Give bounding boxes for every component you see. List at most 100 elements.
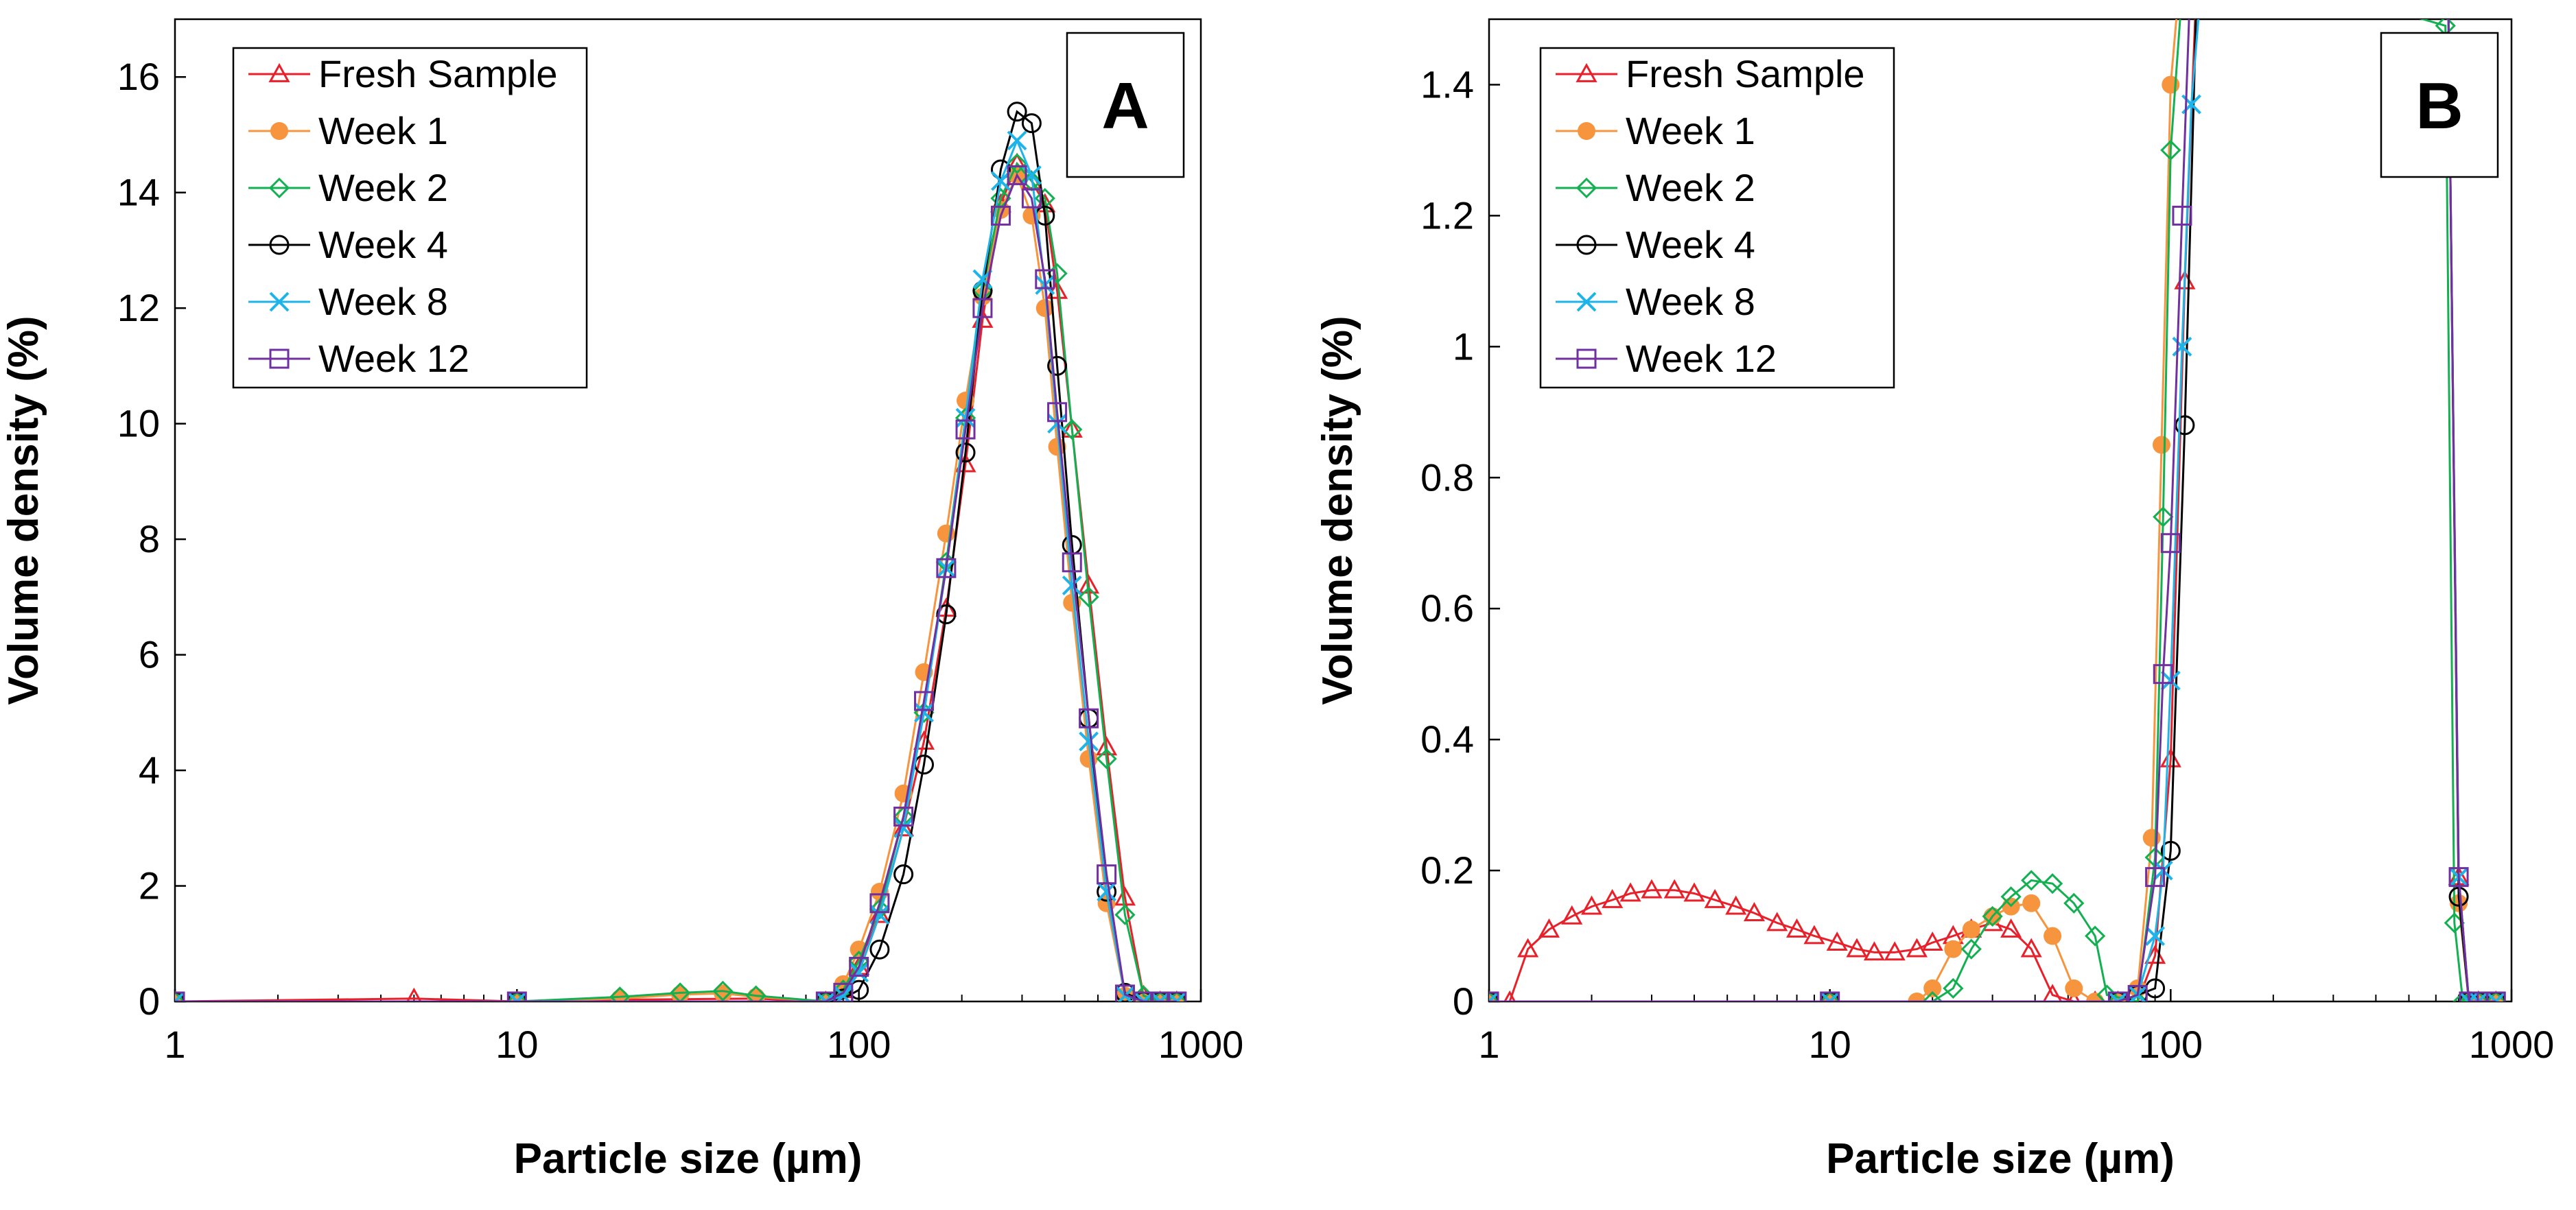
plot-area [1489, 19, 2507, 1001]
y-tick-label: 16 [117, 55, 160, 98]
data-point-week-2 [1982, 905, 2003, 927]
data-point-week-12 [2145, 867, 2166, 888]
data-point-week-4 [869, 939, 890, 960]
x-tick-label: 1000 [2469, 1023, 2555, 1066]
y-tick-label: 0.8 [1420, 455, 1474, 499]
data-point-fresh-sample [1538, 918, 1560, 938]
data-point-week-12 [2153, 664, 2173, 685]
data-point-week-2 [2063, 892, 2085, 914]
data-point-week-2 [1922, 990, 1943, 1001]
data-point-week-8 [1134, 991, 1154, 1001]
data-point-week-2 [1149, 990, 1171, 1001]
y-tick-label: 0.2 [1420, 849, 1474, 892]
data-point-week-4 [2160, 840, 2181, 861]
legend-marker-week-4 [269, 235, 290, 255]
data-point-week-12 [1007, 165, 1027, 185]
data-point-week-1 [1944, 940, 1963, 958]
x-tick-label: 1 [1478, 1023, 1499, 1066]
data-point-week-12 [2127, 984, 2148, 1001]
data-point-week-1 [1923, 979, 1942, 997]
data-point-week-8 [175, 991, 185, 1001]
data-point-fresh-sample [1602, 888, 1624, 908]
data-point-week-2 [2085, 925, 2106, 947]
data-point-week-1 [2162, 75, 2180, 94]
legend: Fresh Sample Week 1 Week 2 Week 4 Week 8 Week… [1539, 47, 1895, 389]
legend-marker-week-12 [269, 348, 290, 369]
y-tick-label: 1.2 [1420, 193, 1474, 237]
data-point-week-8 [2459, 991, 2479, 1001]
y-tick-label: 6 [139, 633, 160, 676]
data-point-fresh-sample [1641, 879, 1663, 899]
legend-label-week-1: Week 1 [318, 109, 448, 152]
data-point-week-12 [2160, 533, 2181, 554]
y-tick-label: 0 [139, 980, 160, 1023]
data-point-week-12 [833, 982, 854, 1001]
y-tick-label: 8 [139, 517, 160, 560]
data-point-week-12 [506, 991, 527, 1001]
y-tick-label: 14 [117, 171, 160, 214]
data-point-week-2 [2041, 873, 2063, 894]
legend-label-week-8: Week 8 [318, 280, 448, 323]
legend: Fresh Sample Week 1 Week 2 Week 4 Week 8 Week… [232, 47, 588, 389]
data-point-week-12 [2448, 867, 2469, 888]
legend-label-week-4: Week 4 [1626, 223, 1755, 266]
data-point-week-8 [506, 991, 527, 1001]
data-point-week-8 [1062, 576, 1082, 595]
data-point-week-1 [2152, 436, 2170, 454]
data-point-week-8 [991, 171, 1011, 191]
data-point-week-8 [1047, 414, 1068, 434]
data-point-week-8 [1167, 991, 1187, 1001]
data-point-fresh-sample [2159, 748, 2181, 768]
data-point-week-2 [1006, 153, 1028, 174]
data-point-week-2 [2153, 506, 2174, 527]
data-point-fresh-sample [1561, 905, 1583, 925]
panel-letter-box [1066, 32, 1185, 178]
legend-marker-week-8 [1576, 292, 1597, 312]
y-tick-label: 12 [117, 286, 160, 329]
legend-marker-week-12 [1576, 348, 1597, 369]
data-point-fresh-sample [2042, 984, 2063, 1001]
y-tick-label: 1 [1453, 324, 1474, 368]
data-point-fresh-sample [1663, 879, 1685, 899]
data-point-fresh-sample [1921, 931, 1943, 951]
data-point-week-12 [2172, 205, 2192, 226]
data-point-week-2 [1062, 418, 1083, 440]
data-point-week-2 [2000, 886, 2022, 908]
data-point-week-8 [893, 818, 914, 838]
legend-box [1539, 47, 1895, 389]
data-point-week-2 [2021, 870, 2042, 891]
data-point-fresh-sample [1046, 279, 1068, 299]
data-point-fresh-sample [1704, 888, 1726, 908]
data-point-week-12 [1021, 188, 1042, 209]
data-point-week-4 [2175, 415, 2195, 436]
data-point-week-12 [972, 298, 993, 318]
data-point-week-8 [1007, 130, 1027, 151]
legend-marker-week-2 [1576, 177, 1597, 199]
data-point-fresh-sample [1846, 938, 1868, 958]
plot-area [175, 102, 1187, 1001]
data-point-week-2 [669, 982, 691, 1001]
y-tick-label: 2 [139, 864, 160, 908]
x-tick-label: 1000 [1158, 1023, 1244, 1066]
data-point-week-1 [1908, 993, 1926, 1001]
data-point-week-4 [955, 442, 976, 463]
data-point-week-1 [2142, 829, 2161, 847]
data-point-week-1 [1035, 299, 1054, 318]
data-point-week-8 [1150, 991, 1171, 1001]
data-point-fresh-sample [1743, 902, 1766, 922]
data-point-week-8 [2107, 991, 2128, 1001]
x-tick-label: 100 [827, 1023, 891, 1066]
data-point-week-2 [2485, 990, 2507, 1001]
data-point-week-8 [1820, 991, 1840, 1001]
legend-label-week-2: Week 2 [1626, 166, 1755, 209]
data-point-week-12 [2485, 991, 2506, 1001]
data-point-week-12 [815, 991, 836, 1001]
data-point-week-2 [1096, 748, 1117, 770]
data-point-week-12 [1047, 402, 1068, 423]
data-point-week-8 [833, 986, 854, 1001]
legend-label-week-1: Week 1 [1626, 109, 1755, 152]
legend-label-week-8: Week 8 [1626, 280, 1755, 323]
data-point-week-12 [1062, 552, 1082, 573]
x-axis-title: Particle size (µm) [1826, 1135, 2175, 1183]
